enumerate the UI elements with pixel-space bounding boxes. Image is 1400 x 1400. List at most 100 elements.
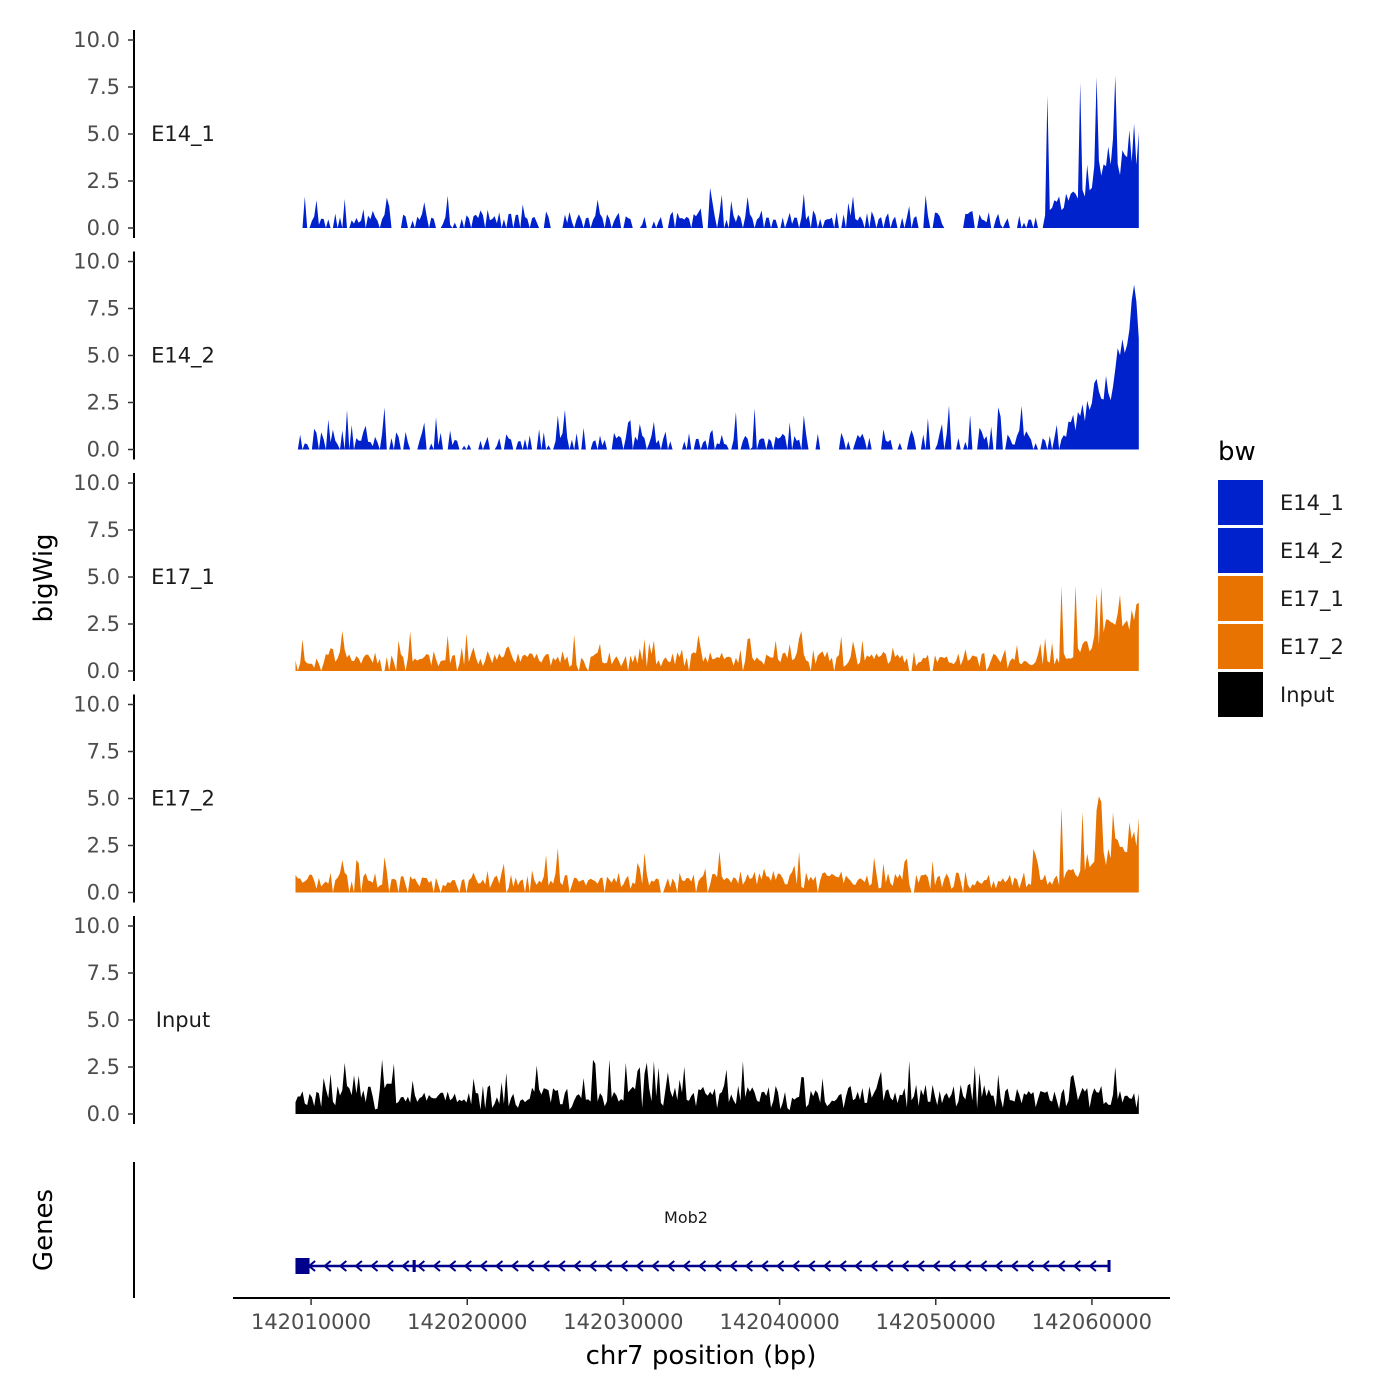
y-tick-label: 2.5	[87, 612, 120, 636]
legend-label: E14_1	[1280, 491, 1344, 516]
y-tick-label: 7.5	[87, 297, 120, 321]
strand-arrow	[1041, 1260, 1050, 1272]
strand-arrow	[760, 1260, 769, 1272]
y-tick-label: 10.0	[73, 471, 120, 495]
legend-swatch	[1218, 480, 1263, 525]
strand-arrow	[885, 1260, 894, 1272]
y-tick-label: 5.0	[87, 1008, 120, 1032]
gene-exon	[412, 1260, 416, 1272]
y-tick-label: 0.0	[87, 438, 120, 462]
legend-swatch	[1218, 528, 1263, 573]
strand-arrow	[1025, 1260, 1035, 1272]
y-axis-title: bigWig	[29, 533, 59, 622]
y-tick-label: 7.5	[87, 961, 120, 985]
legend-swatch	[1218, 576, 1263, 621]
gene-exon	[295, 1258, 310, 1274]
strand-arrow	[541, 1260, 550, 1272]
coverage-area	[295, 585, 1139, 671]
track-label: E14_1	[151, 122, 215, 147]
strand-arrow	[510, 1260, 519, 1272]
track-e14-2: 0.0 2.5 5.0 7.5 10.0 E14_2	[73, 250, 1139, 462]
coverage-area	[295, 75, 1139, 229]
strand-arrow	[463, 1260, 472, 1272]
y-tick-label: 0.0	[87, 216, 120, 240]
y-tick-label: 7.5	[87, 75, 120, 99]
gene-exon	[1107, 1260, 1111, 1272]
strand-arrow	[526, 1260, 535, 1272]
bigwig-tracks: 0.0 2.5 5.0 7.5 10.0 E14_1 0.0 2.5 5.0 7.5 10.0 E14…	[73, 28, 1139, 1126]
strand-arrow	[666, 1260, 675, 1272]
legend-label: E17_1	[1280, 587, 1344, 612]
strand-arrow	[697, 1260, 707, 1272]
x-tick-label: 142030000	[563, 1310, 683, 1334]
strand-arrow	[994, 1260, 1003, 1272]
gene-name-label: Mob2	[664, 1208, 708, 1227]
y-tick-label: 2.5	[87, 1055, 120, 1079]
strand-arrow	[494, 1260, 504, 1272]
strand-arrow	[604, 1260, 613, 1272]
y-tick-label: 2.5	[87, 834, 120, 858]
strand-arrow	[385, 1260, 394, 1272]
y-tick-label: 5.0	[87, 565, 120, 589]
strand-arrow	[369, 1260, 379, 1272]
strand-arrow	[401, 1260, 410, 1272]
strand-arrow	[635, 1260, 644, 1272]
x-axis: 142010000 142020000 142030000 142040000 1420…	[233, 1297, 1170, 1371]
y-tick-label: 10.0	[73, 250, 120, 274]
y-tick-label: 10.0	[73, 693, 120, 717]
strand-arrow	[807, 1260, 816, 1272]
strand-arrow	[900, 1260, 910, 1272]
legend-title: bw	[1218, 437, 1256, 467]
x-tick-label: 142020000	[407, 1310, 527, 1334]
strand-arrow	[1010, 1260, 1019, 1272]
y-tick-label: 5.0	[87, 122, 120, 146]
x-tick-label: 142060000	[1032, 1310, 1152, 1334]
coverage-area	[295, 284, 1139, 450]
legend-label: E17_2	[1280, 635, 1344, 660]
y-tick-label: 0.0	[87, 659, 120, 683]
coverage-area	[295, 1059, 1139, 1114]
strand-arrow	[776, 1260, 785, 1272]
strand-arrow	[619, 1260, 629, 1272]
strand-arrow	[729, 1260, 738, 1272]
strand-arrow	[1072, 1260, 1081, 1272]
strand-arrow	[963, 1260, 972, 1272]
x-tick-label: 142040000	[719, 1310, 839, 1334]
strand-arrow	[651, 1260, 660, 1272]
y-tick-label: 5.0	[87, 787, 120, 811]
y-tick-label: 7.5	[87, 518, 120, 542]
track-label: Input	[156, 1008, 210, 1032]
strand-arrow	[1057, 1260, 1066, 1272]
x-tick-label: 142010000	[251, 1310, 371, 1334]
legend-swatch	[1218, 624, 1263, 669]
strand-arrow	[1088, 1260, 1097, 1272]
y-tick-label: 2.5	[87, 169, 120, 193]
strand-arrow	[791, 1260, 800, 1272]
strand-arrow	[854, 1260, 863, 1272]
strand-arrow	[448, 1260, 457, 1272]
track-label: E17_1	[151, 565, 215, 590]
strand-arrow	[573, 1260, 582, 1272]
strand-arrow	[838, 1260, 847, 1272]
gene-panel: Genes Mob2	[29, 1162, 1111, 1298]
strand-arrow	[416, 1260, 426, 1272]
track-e14-1: 0.0 2.5 5.0 7.5 10.0 E14_1	[73, 28, 1139, 240]
gene-model	[295, 1258, 1111, 1274]
strand-arrow	[744, 1260, 753, 1272]
strand-arrow	[916, 1260, 925, 1272]
track-e17-1: 0.0 2.5 5.0 7.5 10.0 E17_1	[73, 471, 1139, 683]
y-tick-label: 5.0	[87, 344, 120, 368]
y-tick-label: 2.5	[87, 391, 120, 415]
genes-axis-title: Genes	[29, 1189, 59, 1271]
strand-arrow	[947, 1260, 957, 1272]
y-tick-label: 10.0	[73, 914, 120, 938]
strand-arrow	[869, 1260, 878, 1272]
strand-arrow	[323, 1260, 332, 1272]
y-tick-label: 0.0	[87, 881, 120, 905]
strand-arrow	[822, 1260, 832, 1272]
strand-arrow	[432, 1260, 441, 1272]
track-e17-2: 0.0 2.5 5.0 7.5 10.0 E17_2	[73, 693, 1139, 905]
x-tick-label: 142050000	[876, 1310, 996, 1334]
strand-arrow	[713, 1260, 722, 1272]
